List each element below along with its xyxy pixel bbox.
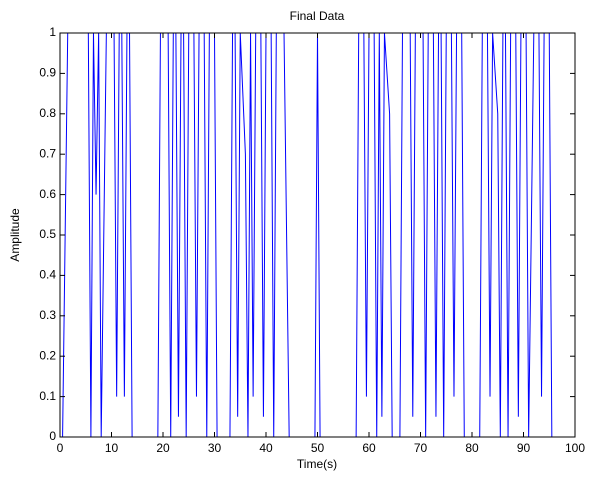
x-tick-label: 30: [208, 441, 222, 455]
x-tick-label: 40: [259, 441, 273, 455]
x-tick-label: 80: [465, 441, 479, 455]
y-tick-label: 0.7: [39, 146, 56, 160]
y-tick-label: 0.3: [39, 308, 56, 322]
y-tick-label: 0.5: [39, 227, 56, 241]
chart-title: Final Data: [290, 9, 345, 23]
y-tick-label: 0.9: [39, 66, 56, 80]
y-tick-label: 0.8: [39, 106, 56, 120]
x-tick-label: 10: [105, 441, 119, 455]
y-tick-label: 0.4: [39, 268, 56, 282]
x-axis-label: Time(s): [297, 457, 337, 471]
x-tick-label: 20: [156, 441, 170, 455]
x-tick-label: 50: [311, 441, 325, 455]
y-axis-label: Amplitude: [8, 208, 22, 262]
x-tick-label: 0: [57, 441, 64, 455]
y-tick-label: 0.2: [39, 348, 56, 362]
x-tick-label: 70: [414, 441, 428, 455]
x-tick-label: 90: [517, 441, 531, 455]
y-tick-label: 0.6: [39, 187, 56, 201]
x-tick-label: 100: [565, 441, 585, 455]
y-tick-label: 1: [49, 25, 56, 39]
x-tick-label: 60: [362, 441, 376, 455]
data-line: [60, 32, 555, 438]
y-tick-label: 0: [49, 429, 56, 443]
y-tick-label: 0.1: [39, 389, 56, 403]
